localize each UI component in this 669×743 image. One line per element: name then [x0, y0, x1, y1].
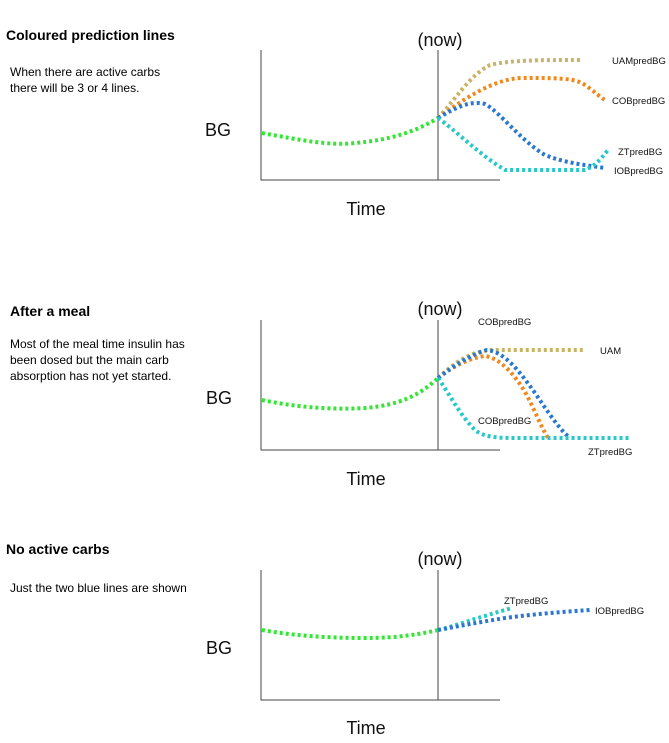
panel-2-cob-top-label: COBpredBG [478, 317, 531, 328]
panel-2-zt-label: ZTpredBG [588, 447, 632, 458]
panel-1-zt-line [436, 116, 610, 172]
panel-3-now-label: (now) [417, 549, 462, 569]
panel-2-title: After a meal [10, 303, 91, 319]
panel-3-iob-line [437, 608, 591, 632]
panel-1-uam-label: UAMpredBG [612, 56, 666, 67]
panel-1-zt-label: ZTpredBG [618, 147, 662, 158]
panel-1-cob-label: COBpredBG [612, 96, 665, 107]
panel-1-y-axis-label: BG [205, 120, 231, 140]
panel-2-now-label: (now) [417, 299, 462, 319]
panel-1-iob-label: IOBpredBG [614, 166, 663, 177]
panel-3-y-axis-label: BG [206, 638, 232, 658]
panel-1-title: Coloured prediction lines [6, 27, 175, 43]
panel-2-uam-label: UAM [600, 346, 621, 357]
panel-3-chart: (now) BG Time ZTpredBG IOBpredBG [206, 549, 644, 738]
panel-3-description: Just the two blue lines are shown [10, 581, 187, 595]
panel-3-iob-label: IOBpredBG [595, 606, 644, 617]
panel-3-zt-line [437, 606, 513, 632]
panel-1-uam-line [436, 58, 581, 120]
panel-1-now-label: (now) [417, 30, 462, 50]
panel-2-chart: (now) BG Time COBpredBG UAM COBpredBG ZT… [206, 299, 632, 489]
panel-1-chart: (now) BG Time UAMpredBG COBpredBG ZTpred… [205, 30, 666, 219]
panel-2-y-axis-label: BG [206, 388, 232, 408]
panel-2-axes [260, 320, 500, 451]
panel-2-zt-line [436, 376, 630, 440]
panel-2-cob-mid-label: COBpredBG [478, 416, 531, 427]
panel-1-cob-line [436, 75, 607, 120]
panel-2-iob-line [436, 347, 572, 440]
panel-2-x-axis-label: Time [346, 469, 385, 489]
panel-1-history-line [261, 116, 440, 146]
panel-1-description: When there are active carbs there will b… [10, 65, 161, 95]
panel-1-x-axis-label: Time [346, 199, 385, 219]
panel-3-x-axis-label: Time [346, 718, 385, 738]
panel-2-description: Most of the meal time insulin has been d… [10, 337, 185, 383]
panel-1-iob-line [436, 101, 606, 170]
panel-3-title: No active carbs [6, 541, 110, 557]
panel-2-history-line [261, 376, 440, 411]
panel-3-history-line [261, 628, 439, 641]
panel-1-axes [260, 50, 500, 181]
panel-3-axes [260, 570, 500, 701]
panel-3-zt-label: ZTpredBG [504, 596, 548, 607]
